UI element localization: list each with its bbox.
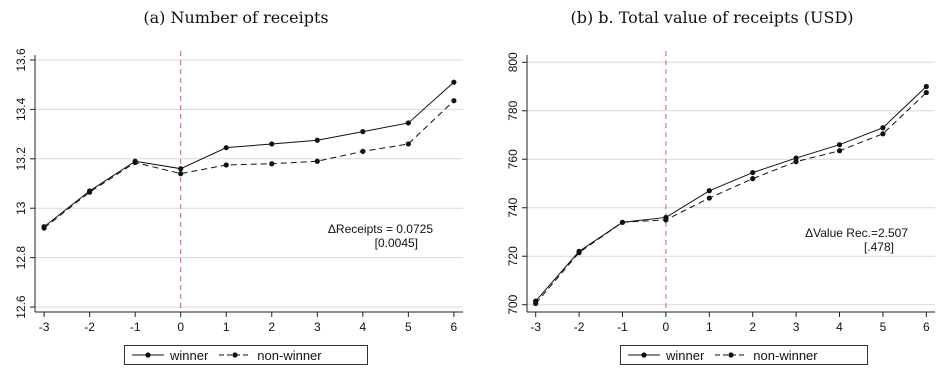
data-point-winner — [178, 166, 184, 172]
legend-line-dashed — [219, 352, 252, 358]
series-line-non-winner — [535, 92, 927, 304]
data-point-winner — [223, 145, 229, 151]
data-point-non-winner — [793, 159, 799, 165]
y-tick-label: 12.6 — [14, 295, 28, 319]
x-tick-label: 3 — [793, 320, 800, 334]
data-point-winner — [793, 155, 799, 161]
legend-item-non-winner: non-winner — [218, 347, 322, 363]
x-tick-label: -3 — [39, 320, 50, 334]
data-point-non-winner — [451, 98, 457, 104]
legend-label: non-winner — [257, 347, 322, 363]
x-tick-label: -1 — [617, 320, 628, 334]
data-point-non-winner — [314, 158, 320, 164]
data-point-non-winner — [576, 249, 582, 256]
chart-title: (b) b. Total value of receipts (USD) — [570, 8, 854, 27]
series-line-winner — [535, 86, 927, 302]
series-line-non-winner — [43, 100, 455, 229]
chart-title: (a) Number of receipts — [143, 8, 329, 27]
x-tick-label: 0 — [177, 320, 184, 334]
legend-line-dashed — [715, 352, 748, 358]
data-point-non-winner — [663, 217, 669, 223]
y-tick-label: 720 — [506, 246, 520, 266]
annotation-effect: ΔValue Rec.=2.507 — [805, 226, 908, 240]
x-tick-label: -2 — [84, 320, 95, 334]
legend-label: winner — [666, 347, 705, 363]
legend-item-winner: winner — [627, 348, 704, 363]
data-point-non-winner — [41, 225, 47, 231]
legend: winner non-winner — [124, 345, 368, 365]
data-point-winner — [314, 137, 320, 143]
data-point-winner — [923, 83, 929, 90]
data-point-winner — [269, 141, 275, 147]
chart-a-svg: 12.6 12.8 13 13.2 13.4 13.6 -3 -2 -1 0 1 2 3 4 5 6 ΔRece… — [14, 48, 463, 334]
x-tick-label: 4 — [836, 320, 843, 334]
x-tick-label: 5 — [880, 320, 887, 334]
y-tick-label: 740 — [506, 197, 520, 217]
legend: winner non-winner — [620, 345, 868, 365]
x-tick-label: -2 — [574, 320, 585, 334]
data-point-winner — [706, 188, 712, 194]
y-tick-label: 13 — [14, 201, 28, 215]
y-tick-label: 13.6 — [14, 48, 28, 72]
data-point-non-winner — [178, 171, 184, 177]
y-tick-label: 780 — [506, 100, 520, 120]
annotation-se: [0.0045] — [375, 236, 418, 250]
data-point-non-winner — [750, 176, 756, 182]
data-point-non-winner — [923, 89, 929, 96]
data-point-winner — [360, 129, 366, 135]
legend-line-solid — [628, 352, 660, 358]
x-tick-label: -3 — [530, 320, 541, 334]
data-point-winner — [836, 142, 843, 148]
legend-label: winner — [170, 347, 209, 363]
data-point-non-winner — [880, 131, 886, 137]
x-tick-label: -1 — [130, 320, 141, 334]
x-tick-label: 2 — [268, 320, 275, 334]
x-tick-label: 6 — [923, 320, 930, 334]
x-tick-label: 6 — [451, 320, 458, 334]
data-point-winner — [405, 120, 411, 126]
data-point-winner — [750, 169, 756, 176]
x-tick-label: 1 — [706, 320, 713, 334]
x-tick-label: 1 — [223, 320, 230, 334]
chart-b-svg: 700 720 740 760 780 800 -3 -2 -1 0 1 2 3 4 5 6 ΔValue Re… — [506, 51, 935, 334]
annotation-effect: ΔReceipts = 0.0725 — [328, 222, 433, 236]
x-tick-label: 0 — [663, 320, 670, 334]
x-tick-label: 4 — [359, 320, 366, 334]
chart-panel-b: (b) b. Total value of receipts (USD) 700… — [480, 0, 944, 369]
data-point-non-winner — [87, 189, 93, 195]
y-tick-label: 800 — [506, 52, 520, 72]
data-point-non-winner — [619, 219, 626, 225]
data-point-non-winner — [836, 148, 843, 154]
chart-panel-a: (a) Number of receipts 12.6 12.8 13 13.2 13.… — [14, 8, 463, 365]
legend-line-solid — [132, 352, 164, 358]
data-point-non-winner — [223, 162, 229, 168]
y-tick-label: 760 — [506, 149, 520, 169]
y-tick-label: 13.4 — [14, 97, 28, 121]
data-point-non-winner — [405, 141, 411, 147]
x-tick-label: 3 — [314, 320, 321, 334]
y-tick-label: 13.2 — [14, 147, 28, 171]
series-line-winner — [43, 81, 455, 228]
y-tick-label: 700 — [506, 294, 520, 314]
data-point-winner — [880, 125, 886, 131]
data-point-non-winner — [132, 159, 138, 166]
legend-item-non-winner: non-winner — [714, 347, 818, 363]
data-point-non-winner — [706, 195, 712, 201]
y-tick-label: 12.8 — [14, 246, 28, 270]
data-point-non-winner — [360, 148, 366, 154]
x-tick-label: 5 — [405, 320, 412, 334]
annotation-se: [.478] — [864, 240, 894, 254]
legend-label: non-winner — [753, 347, 818, 363]
x-tick-label: 2 — [749, 320, 756, 334]
legend-item-winner: winner — [131, 348, 208, 363]
data-point-non-winner — [269, 161, 275, 167]
data-point-non-winner — [533, 300, 539, 307]
data-point-winner — [451, 79, 457, 85]
